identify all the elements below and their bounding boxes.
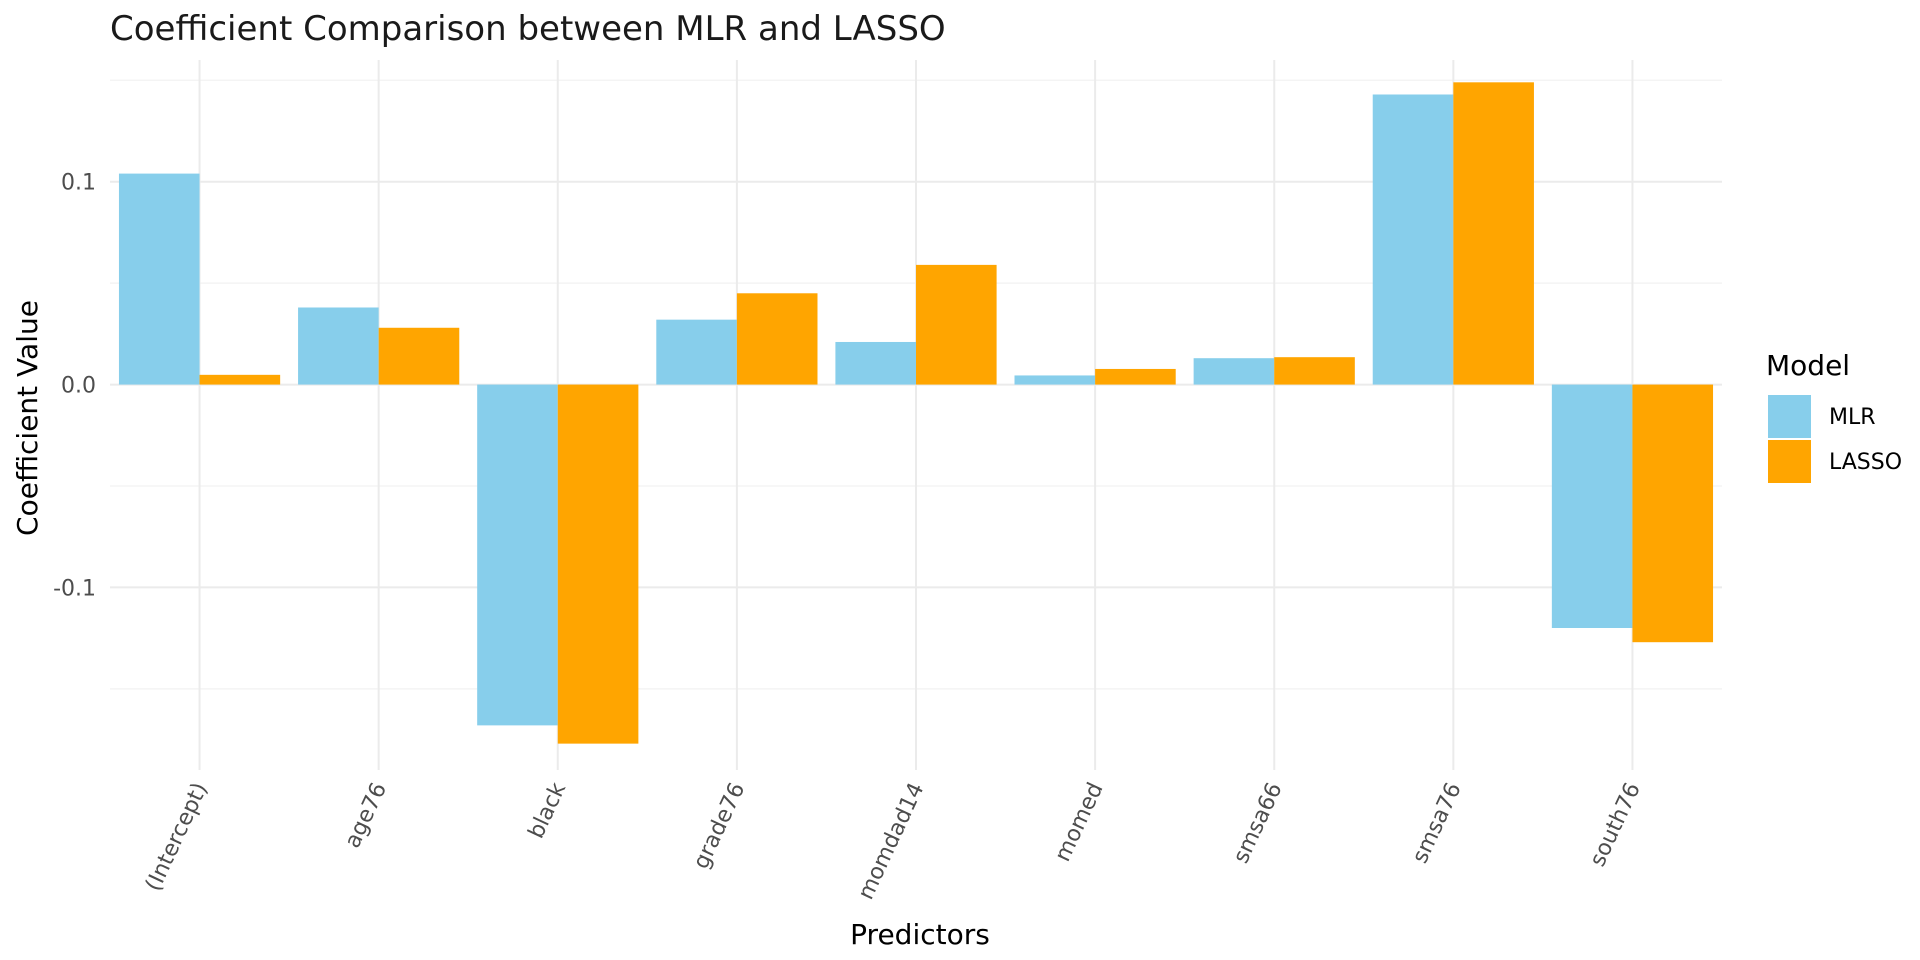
bar-lasso-intercept	[199, 374, 281, 385]
legend-label-lasso: LASSO	[1829, 450, 1902, 475]
bar-mlr-intercept	[118, 173, 200, 385]
y-tick-label: 0.0	[61, 374, 96, 399]
x-tick-label: momdad14	[854, 779, 930, 904]
x-tick-label: (Intercept)	[141, 779, 213, 895]
bar-mlr-momdad14	[835, 341, 916, 385]
x-tick-label: smsa76	[1408, 779, 1467, 867]
x-axis-title: Predictors	[850, 918, 990, 951]
legend-key-lasso	[1768, 440, 1811, 483]
bar-lasso-black	[557, 384, 639, 744]
bar-mlr-smsa66	[1193, 358, 1275, 385]
bar-mlr-black	[477, 384, 558, 726]
chart-title: Coefficient Comparison between MLR and L…	[110, 9, 946, 49]
bar-lasso-age76	[378, 327, 460, 385]
bar-mlr-momed	[1014, 375, 1096, 385]
bar-layer	[118, 82, 1714, 744]
x-tick-label: smsa66	[1229, 779, 1288, 867]
legend-key-mlr	[1768, 395, 1811, 438]
bar-mlr-smsa76	[1372, 94, 1454, 385]
y-axis-title: Coefficient Value	[11, 300, 44, 536]
legend-title: Model	[1766, 349, 1850, 382]
bar-lasso-momed	[1095, 368, 1176, 385]
bar-mlr-age76	[298, 307, 379, 385]
bar-mlr-grade76	[656, 319, 737, 385]
x-tick-label: south76	[1585, 779, 1645, 871]
y-tick-label: -0.1	[53, 576, 96, 601]
x-tick-label: momed	[1050, 779, 1108, 866]
x-tick-label: grade76	[689, 779, 751, 873]
y-tick-label: 0.1	[61, 171, 96, 196]
bar-lasso-south76	[1632, 384, 1714, 643]
bar-lasso-grade76	[736, 293, 818, 385]
bar-lasso-smsa76	[1453, 82, 1534, 385]
bar-lasso-smsa66	[1274, 357, 1355, 385]
bar-mlr-south76	[1551, 384, 1633, 628]
x-tick-label: age76	[340, 779, 392, 852]
legend: Model MLR LASSO	[1766, 349, 1902, 483]
x-tick-label: black	[524, 779, 571, 843]
legend-label-mlr: MLR	[1829, 405, 1876, 430]
bar-lasso-momdad14	[916, 264, 997, 385]
